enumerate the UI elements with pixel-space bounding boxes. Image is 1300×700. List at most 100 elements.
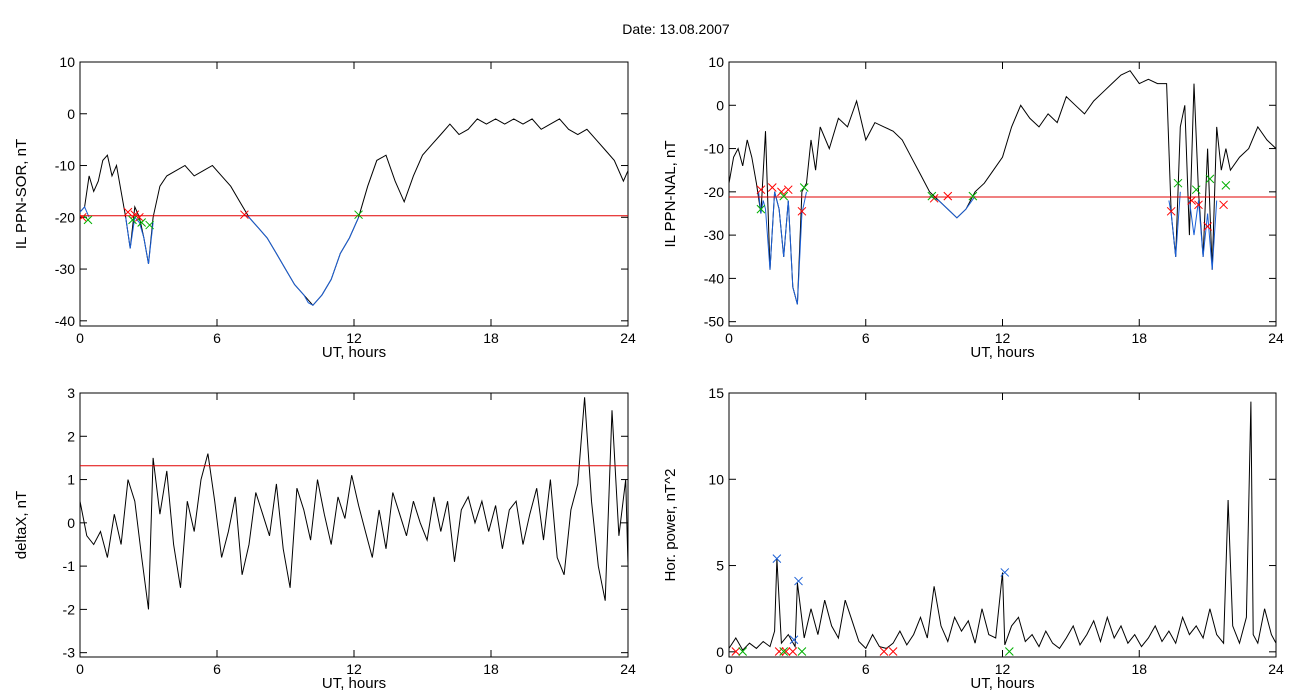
plot-data	[80, 397, 628, 610]
cross-marker	[777, 187, 786, 197]
cross-marker	[799, 183, 809, 192]
cross-marker	[1194, 200, 1203, 210]
cross-marker	[354, 210, 363, 220]
cross-marker	[772, 554, 782, 564]
y-tick-label: 0	[716, 97, 724, 113]
cross-marker	[888, 647, 898, 656]
cross-marker	[797, 206, 807, 216]
x-tick-label: 18	[483, 330, 499, 346]
cross-marker	[135, 212, 144, 222]
plot-data	[80, 118, 628, 307]
y-tick-label: -10	[55, 158, 75, 174]
y-tick-label: 0	[716, 644, 724, 660]
series-line-0	[729, 401, 1276, 651]
series-line-0	[80, 397, 628, 610]
x-tick-label: 6	[862, 330, 870, 346]
series-line-2	[929, 195, 976, 219]
cross-marker	[779, 647, 789, 656]
x-tick-label: 12	[346, 330, 362, 346]
x-tick-label: 24	[1268, 661, 1284, 677]
y-tick-label: -1	[63, 558, 76, 574]
x-axis-label: UT, hours	[970, 675, 1034, 692]
cross-marker	[1187, 196, 1197, 205]
cross-marker	[1203, 222, 1212, 231]
cross-marker	[1173, 178, 1183, 188]
y-axis-label: deltaX, nT	[13, 491, 30, 559]
y-tick-label: 3	[67, 385, 75, 401]
y-tick-label: -3	[63, 645, 76, 661]
x-tick-label: 18	[1131, 330, 1147, 346]
y-tick-label: 0	[67, 106, 75, 122]
cross-marker	[1205, 174, 1215, 184]
cross-marker	[788, 647, 798, 656]
panel-p4: 0 6 12 18 24 15 10 5 0 UT, hours Hor. power, nT^2	[662, 385, 1284, 692]
series-line-4	[1188, 200, 1218, 270]
x-tick-label: 0	[725, 661, 733, 677]
y-tick-label: 1	[67, 472, 75, 488]
plot-frame	[79, 392, 629, 658]
cross-marker	[137, 218, 147, 227]
cross-marker	[797, 647, 807, 656]
y-tick-label: 10	[708, 54, 724, 70]
cross-marker	[731, 647, 741, 656]
y-tick-label: -20	[704, 184, 724, 200]
x-tick-label: 0	[76, 330, 84, 346]
y-tick-label: -50	[704, 314, 724, 330]
cross-marker	[1000, 568, 1010, 577]
x-tick-label: 6	[213, 330, 221, 346]
plot-data	[729, 401, 1276, 656]
cross-marker	[774, 647, 784, 656]
panel-p3: 0 6 12 18 24 3 2 1 0 -1 -2 -3 UT, hours deltaX, nT	[13, 385, 636, 692]
x-tick-label: 18	[483, 661, 499, 677]
series-line-2	[125, 216, 154, 264]
x-tick-label: 0	[76, 661, 84, 677]
cross-marker	[130, 210, 140, 220]
y-tick-label: 10	[59, 54, 75, 70]
cross-marker	[1221, 180, 1231, 190]
cross-marker	[240, 210, 249, 220]
cross-marker	[123, 207, 133, 217]
x-axis-label: UT, hours	[970, 344, 1034, 361]
cross-marker	[1191, 185, 1201, 195]
y-tick-label: -10	[704, 141, 724, 157]
y-tick-label: -40	[55, 313, 75, 329]
cross-marker	[781, 647, 791, 656]
y-tick-label: -20	[55, 209, 75, 225]
series-line-1	[758, 191, 807, 305]
x-tick-label: 0	[725, 330, 733, 346]
cross-marker	[1219, 200, 1228, 210]
panel-p1: 0 6 12 18 24 10 0 -10 -20 -30 -40 UT, hours IL PPN-S…	[13, 54, 636, 361]
panel-p2: 0 6 12 18 24 10 0 -10 -20 -30 -40 -50 UT, hours IL PP…	[662, 54, 1284, 361]
cross-marker	[783, 185, 793, 195]
cross-marker	[968, 191, 978, 201]
cross-marker	[794, 576, 803, 586]
cross-marker	[879, 647, 889, 656]
y-tick-label: 2	[67, 428, 75, 444]
x-tick-label: 24	[620, 330, 636, 346]
x-tick-label: 12	[346, 661, 362, 677]
y-tick-label: -30	[704, 227, 724, 243]
y-tick-label: -2	[63, 601, 76, 617]
cross-marker	[738, 647, 748, 656]
y-tick-label: 15	[708, 385, 724, 401]
figure-title: Date: 13.08.2007	[622, 21, 730, 37]
cross-marker	[756, 204, 766, 214]
y-axis-label: Hor. power, nT^2	[662, 469, 679, 582]
cross-marker	[927, 191, 937, 201]
cross-marker	[80, 212, 87, 222]
x-tick-label: 6	[862, 661, 870, 677]
cross-marker	[767, 183, 777, 192]
cross-marker	[145, 220, 154, 230]
x-tick-label: 24	[1268, 330, 1284, 346]
cross-marker	[83, 215, 93, 225]
series-line-1	[80, 205, 90, 218]
x-axis-label: UT, hours	[322, 675, 386, 692]
y-axis-label: IL PPN-NAL, nT	[662, 141, 679, 248]
cross-marker	[756, 185, 766, 195]
y-tick-label: 5	[716, 558, 724, 574]
cross-marker	[943, 191, 953, 201]
y-axis-label: IL PPN-SOR, nT	[13, 139, 30, 249]
cross-marker	[1004, 647, 1014, 656]
cross-marker	[779, 191, 789, 201]
